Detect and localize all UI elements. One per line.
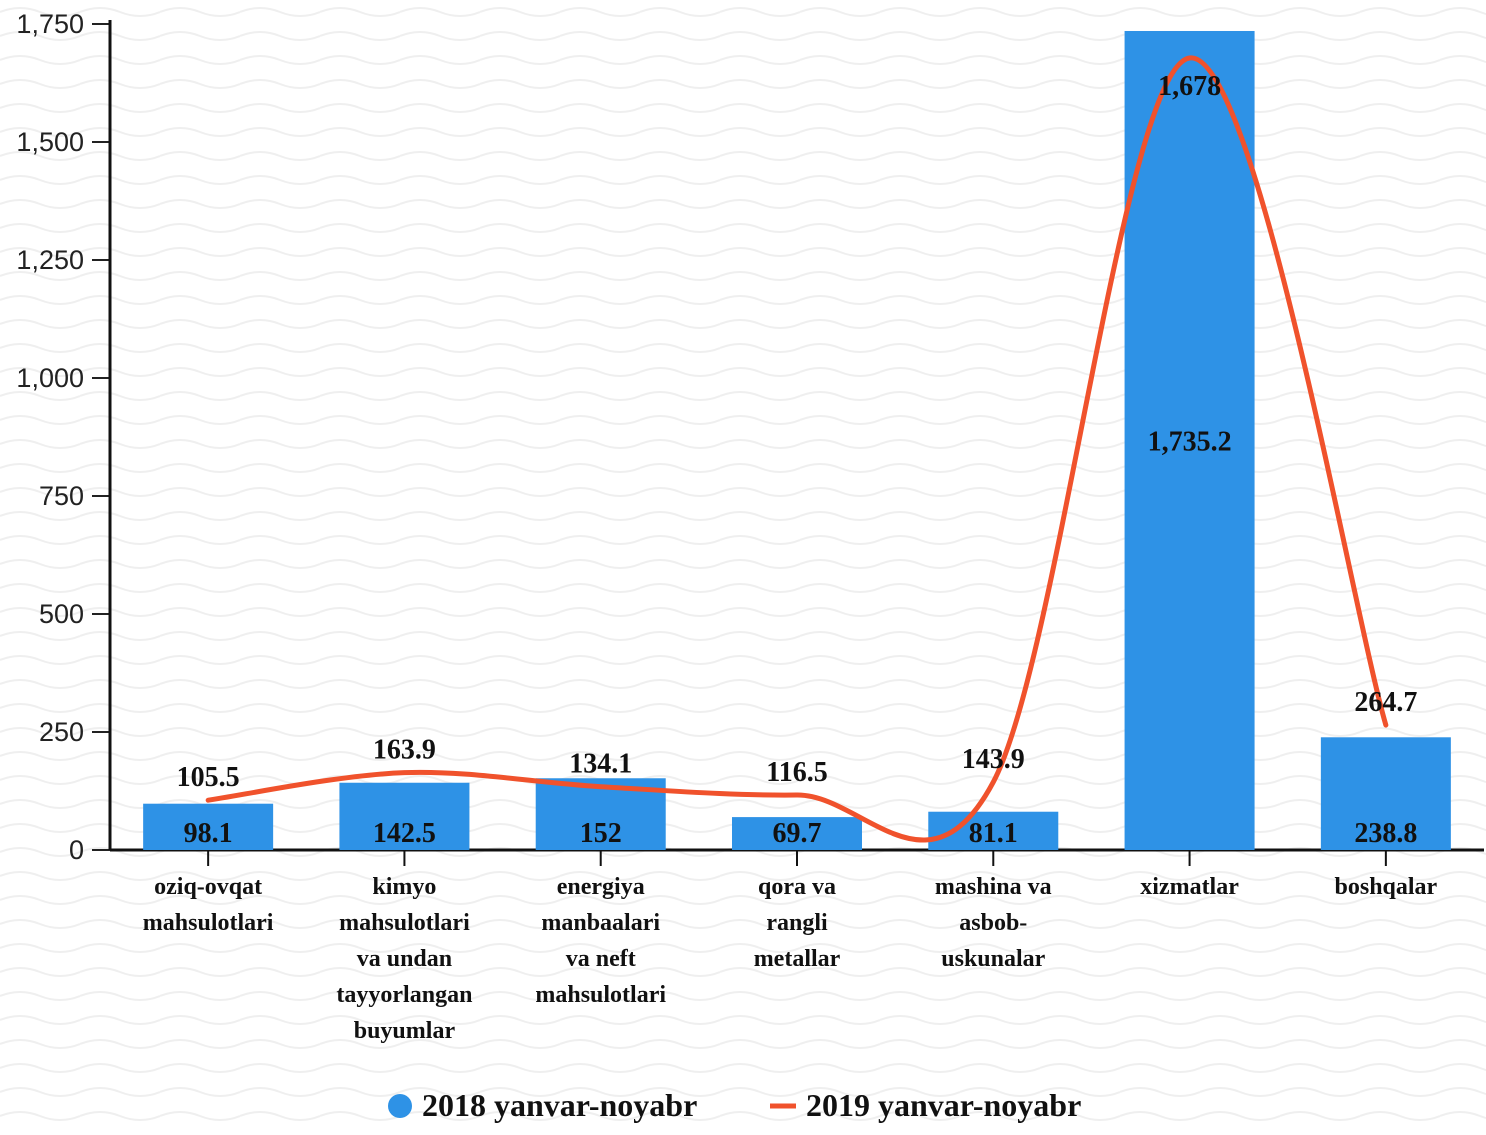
x-tick-label: kimyo mahsulotlari va undan tayyorlangan buy… — [336, 874, 472, 1044]
y-tick-label: 0 — [69, 835, 84, 865]
line-data-label: 143.9 — [962, 744, 1025, 775]
bar — [1320, 737, 1451, 850]
x-tick-label: boshqalar — [1335, 874, 1438, 900]
x-tick-label: energiya manbaalari va neft mahsulotlari — [535, 874, 666, 1008]
y-tick-label: 250 — [39, 717, 84, 747]
y-tick-label: 1,000 — [16, 363, 84, 393]
bar — [339, 782, 470, 850]
line-data-label: 163.9 — [373, 735, 436, 766]
line-data-label: 105.5 — [177, 762, 240, 793]
line-data-label: 116.5 — [766, 757, 827, 788]
bar-data-label: 238.8 — [1354, 818, 1417, 849]
bar — [732, 817, 862, 850]
line-data-label: 1,678 — [1158, 71, 1221, 102]
bar-data-label: 142.5 — [373, 818, 436, 849]
y-tick-label: 1,750 — [16, 9, 84, 39]
y-tick-label: 1,250 — [16, 245, 84, 275]
x-tick-label: qora va rangli metallar — [754, 874, 841, 972]
bar — [1124, 30, 1255, 851]
bar-data-label: 1,735.2 — [1148, 426, 1232, 457]
bar-data-label: 98.1 — [184, 818, 233, 849]
bar-data-label: 152 — [580, 818, 622, 849]
y-tick-label: 500 — [39, 599, 84, 629]
line-data-label: 264.7 — [1354, 687, 1417, 718]
line-data-label: 134.1 — [569, 749, 632, 780]
legend-marker-bar — [388, 1094, 412, 1118]
x-tick-label: mashina va asbob-uskunalar — [935, 874, 1052, 972]
x-tick-label: xizmatlar — [1140, 874, 1239, 900]
y-tick-label: 1,500 — [16, 127, 84, 157]
bar — [143, 803, 274, 850]
legend-label-2018: 2018 yanvar-noyabr — [422, 1087, 697, 1123]
legend-label-2019: 2019 yanvar-noyabr — [806, 1087, 1081, 1123]
x-tick-label: oziq-ovqat mahsulotlari — [143, 874, 274, 936]
bar-data-label: 69.7 — [773, 818, 822, 849]
bar-data-label: 81.1 — [969, 818, 1018, 849]
series-line — [205, 55, 1389, 843]
y-tick-label: 750 — [39, 481, 84, 511]
